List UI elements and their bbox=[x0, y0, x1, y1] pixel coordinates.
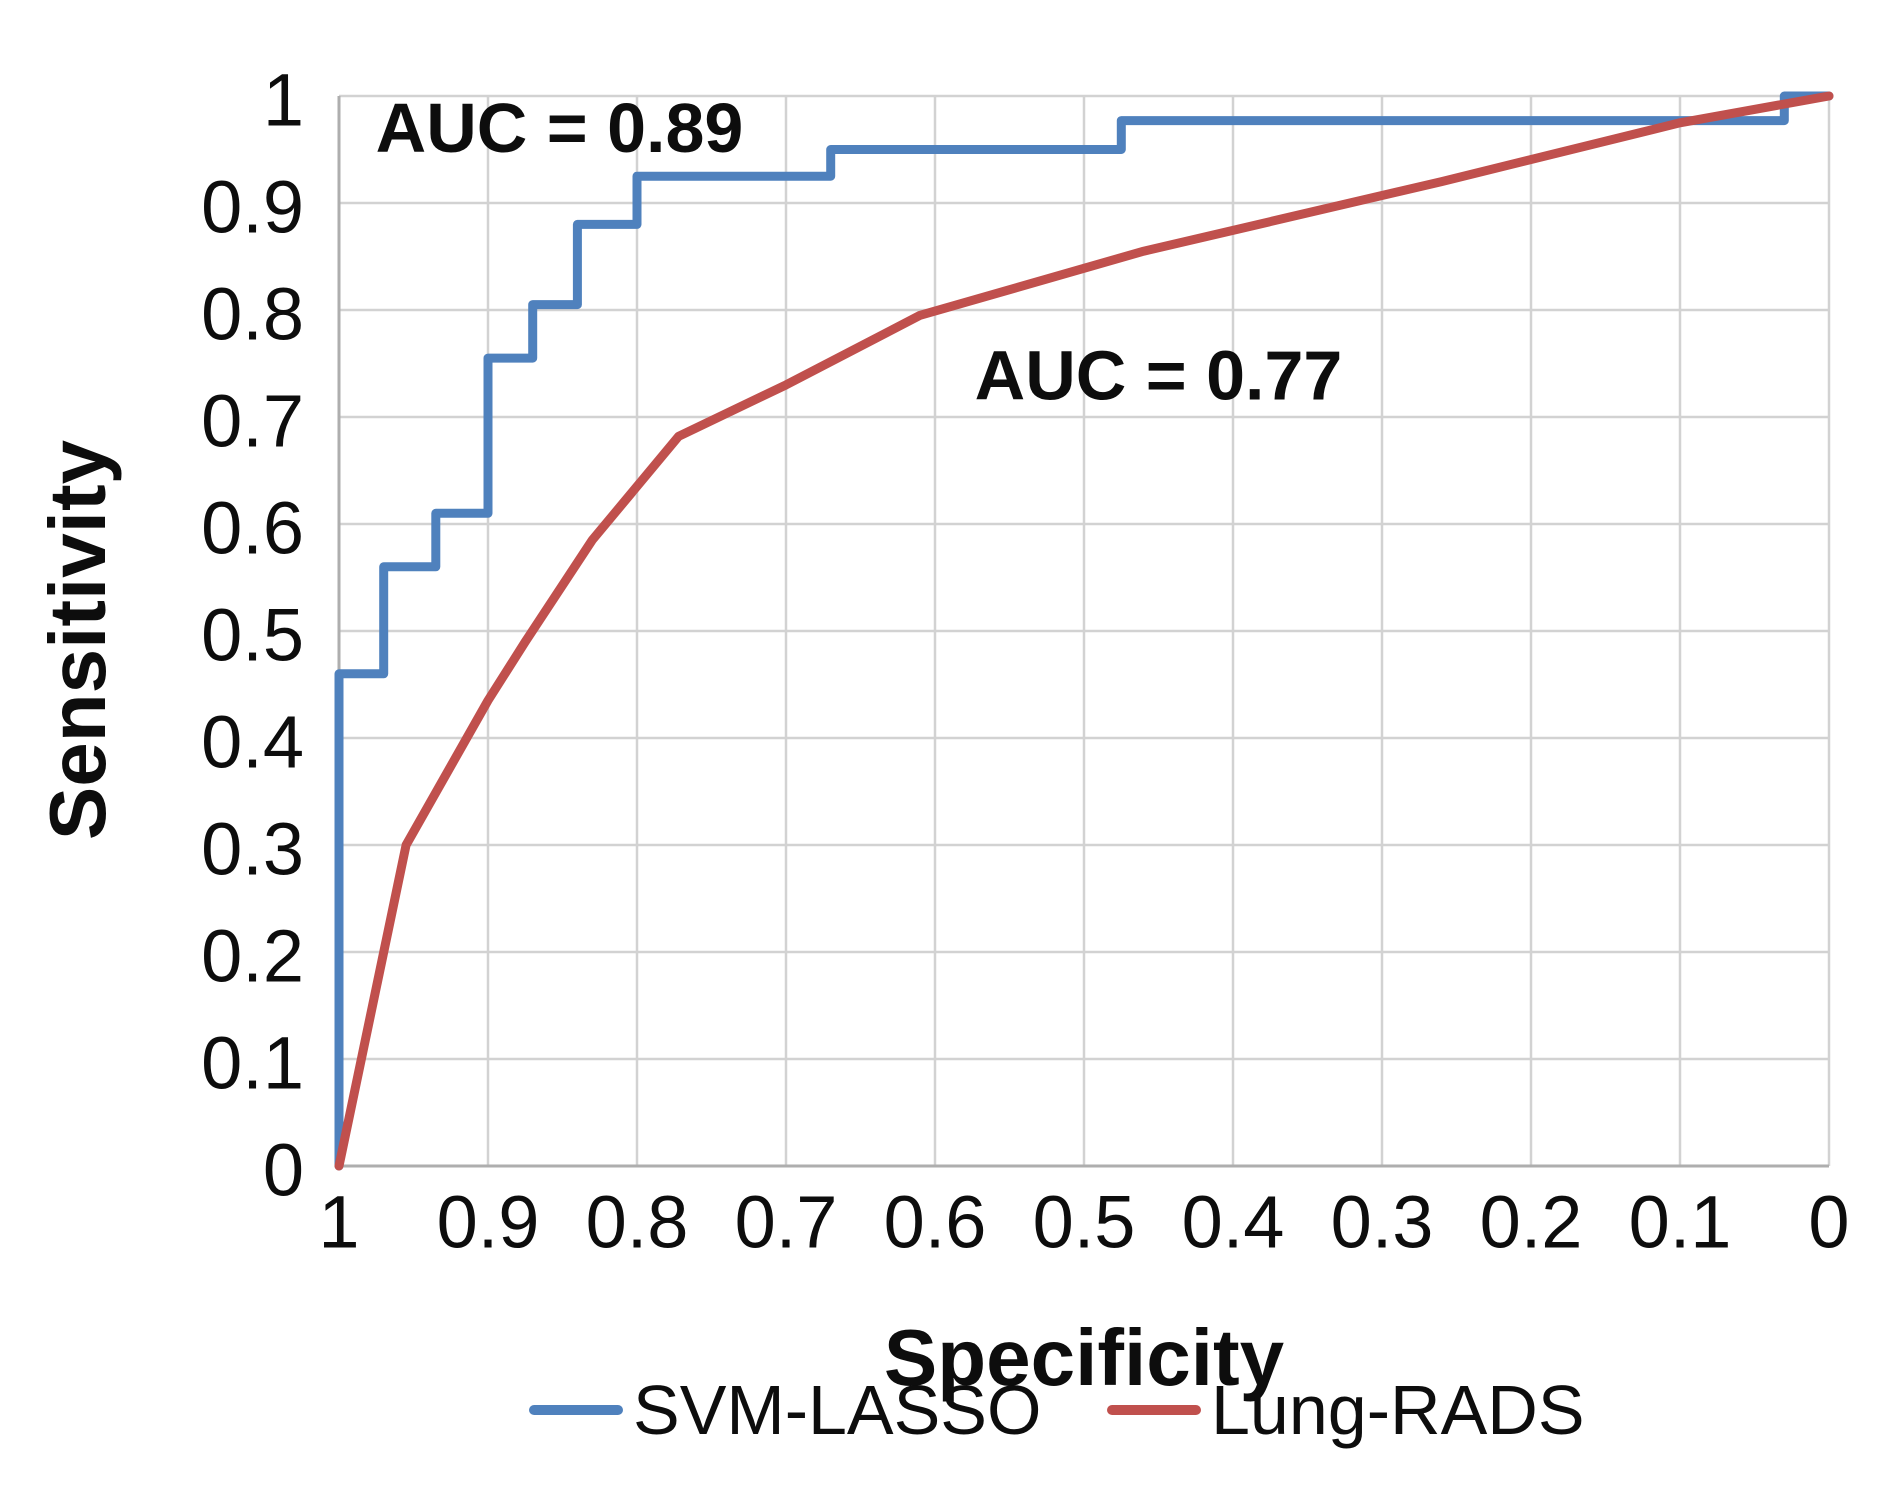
y-tick-label: 0.6 bbox=[201, 487, 304, 570]
y-tick-label: 0.3 bbox=[201, 808, 304, 891]
y-tick-label: 0.4 bbox=[201, 701, 304, 784]
y-axis-title: Sensitivity bbox=[33, 439, 122, 840]
x-tick-label: 0.5 bbox=[1033, 1181, 1136, 1264]
y-tick-label: 0 bbox=[263, 1129, 304, 1212]
x-tick-label: 0.8 bbox=[586, 1181, 689, 1264]
x-tick-label: 0.7 bbox=[735, 1181, 838, 1264]
x-tick-label: 1 bbox=[318, 1181, 359, 1264]
x-tick-label: 0.9 bbox=[437, 1181, 540, 1264]
x-tick-label: 0.2 bbox=[1480, 1181, 1583, 1264]
legend-item-svm-lasso: SVM-LASSO bbox=[529, 1371, 1041, 1449]
x-tick-label: 0.4 bbox=[1182, 1181, 1285, 1264]
x-tick-labels: 1 0.9 0.8 0.7 0.6 0.5 0.4 0.3 0.2 0.1 0 bbox=[318, 1181, 1849, 1264]
y-tick-label: 0.5 bbox=[201, 594, 304, 677]
y-tick-label: 0.7 bbox=[201, 380, 304, 463]
x-tick-label: 0.3 bbox=[1331, 1181, 1434, 1264]
y-tick-label: 0.8 bbox=[201, 273, 304, 356]
y-tick-label: 0.1 bbox=[201, 1022, 304, 1105]
legend-label-lung-rads: Lung-RADS bbox=[1211, 1371, 1585, 1449]
roc-curve-lung-rads bbox=[334, 91, 1834, 1171]
legend-label-svm-lasso: SVM-LASSO bbox=[633, 1371, 1041, 1449]
legend-item-lung-rads: Lung-RADS bbox=[1107, 1371, 1585, 1449]
x-tick-label: 0.6 bbox=[884, 1181, 987, 1264]
x-tick-label: 0 bbox=[1808, 1181, 1849, 1264]
auc-annotation-svm-lasso: AUC = 0.89 bbox=[376, 89, 744, 167]
chart-legend: SVM-LASSO Lung-RADS bbox=[529, 1371, 1585, 1449]
x-axis-title: Specificity bbox=[884, 1313, 1285, 1402]
auc-annotation-lung-rads: AUC = 0.77 bbox=[975, 336, 1343, 414]
y-tick-label: 0.2 bbox=[201, 915, 304, 998]
x-tick-label: 0.1 bbox=[1629, 1181, 1732, 1264]
y-tick-label: 0.9 bbox=[201, 166, 304, 249]
y-tick-label: 1 bbox=[263, 59, 304, 142]
roc-curve-svm-lasso bbox=[334, 91, 1834, 1171]
y-tick-labels: 0 0.1 0.2 0.3 0.4 0.5 0.6 0.7 0.8 0.9 1 bbox=[201, 59, 304, 1212]
